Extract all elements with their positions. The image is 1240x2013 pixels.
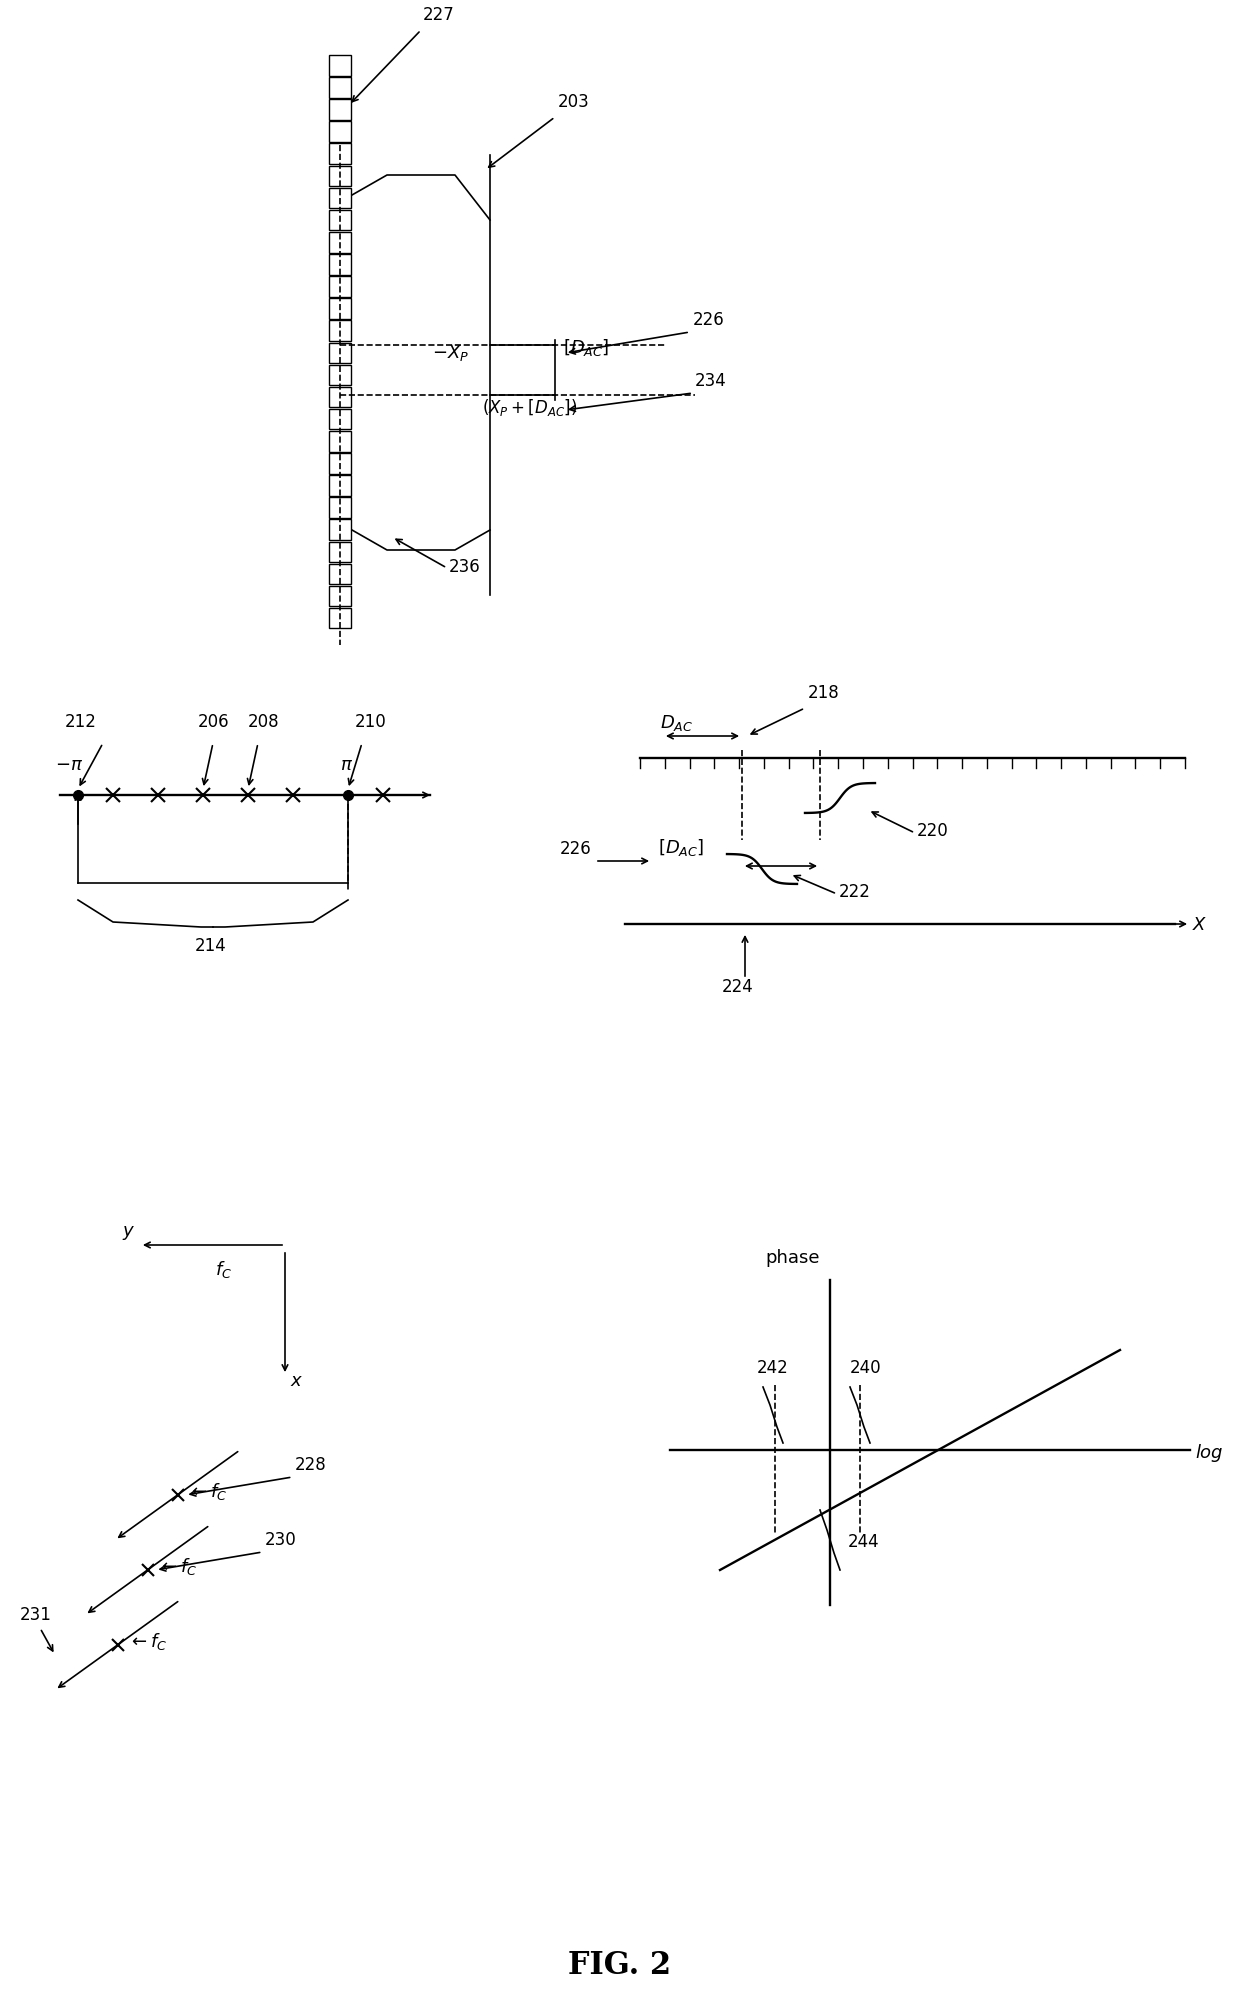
Bar [329,99,351,121]
Bar [329,519,351,539]
Text: 206: 206 [198,713,229,731]
Text: 210: 210 [355,713,387,731]
Text: 212: 212 [64,713,97,731]
Text: 240: 240 [849,1359,882,1377]
Text: $(X_P+[D_{AC}])$: $(X_P+[D_{AC}])$ [482,397,578,419]
Bar [329,143,351,165]
Text: 218: 218 [808,684,839,703]
Text: 224: 224 [722,978,754,996]
Bar [329,586,351,606]
Text: 226: 226 [693,310,724,328]
Bar [329,54,351,76]
Text: 236: 236 [449,558,481,576]
Bar [329,254,351,274]
Text: 203: 203 [558,93,590,111]
Bar [329,453,351,473]
Bar [329,76,351,99]
Text: $[D_{AC}]$: $[D_{AC}]$ [658,837,704,858]
Text: 231: 231 [20,1606,52,1624]
Bar [329,475,351,495]
Text: log: log [1195,1443,1223,1461]
Text: $\pi$: $\pi$ [340,757,353,775]
Text: 208: 208 [248,713,280,731]
Text: y: y [122,1222,133,1240]
Bar [329,209,351,229]
Text: $D_{AC}$: $D_{AC}$ [660,713,693,733]
Text: 234: 234 [694,372,727,391]
Bar [329,409,351,429]
Bar [329,298,351,318]
Text: phase: phase [765,1248,820,1266]
Text: $f_C$: $f_C$ [215,1258,232,1280]
Bar [329,608,351,628]
Bar [329,431,351,451]
Bar [329,231,351,252]
Text: 228: 228 [295,1455,326,1474]
Text: $-X_P$: $-X_P$ [432,342,469,362]
Text: x: x [290,1373,300,1391]
Bar [329,386,351,407]
Text: 242: 242 [756,1359,789,1377]
Text: $-\pi$: $-\pi$ [55,757,83,775]
Text: FIG. 2: FIG. 2 [568,1949,672,1981]
Text: 230: 230 [264,1532,296,1548]
Bar [329,320,351,340]
Text: 214: 214 [195,936,227,954]
Text: 222: 222 [839,884,870,902]
Text: $\leftarrow f_C$: $\leftarrow f_C$ [128,1631,166,1653]
Text: 227: 227 [423,6,455,24]
Bar [329,187,351,207]
Text: 220: 220 [918,821,949,839]
Bar [329,342,351,362]
Bar [329,497,351,517]
Bar [329,541,351,562]
Text: 244: 244 [848,1534,879,1550]
Bar [329,564,351,584]
Text: $[D_{AC}]$: $[D_{AC}]$ [563,336,609,358]
Text: 226: 226 [560,839,591,858]
Text: $\leftarrow f_C$: $\leftarrow f_C$ [157,1556,197,1576]
Bar [329,276,351,296]
Text: X: X [1193,916,1205,934]
Bar [329,121,351,143]
Bar [329,364,351,384]
Text: $\leftarrow f_C$: $\leftarrow f_C$ [187,1482,227,1502]
Bar [329,165,351,185]
